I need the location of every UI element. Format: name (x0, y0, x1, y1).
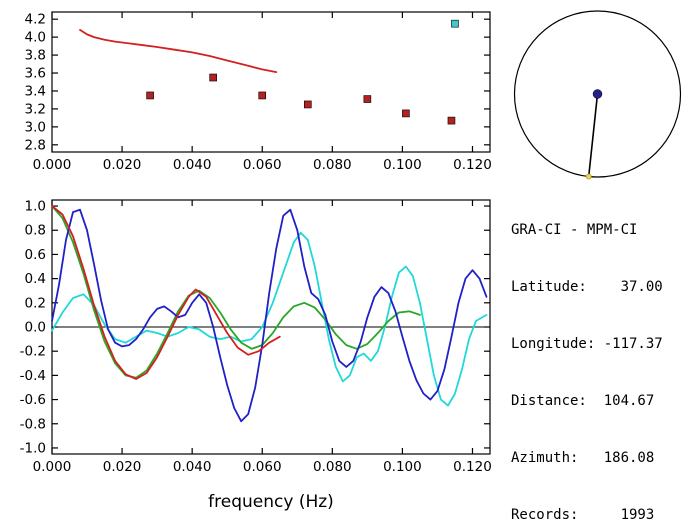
x-tick-label: 0.080 (313, 459, 352, 475)
y-tick-label: 4.2 (25, 12, 46, 28)
y-tick-label: 0.8 (25, 223, 46, 239)
y-tick-label: -0.6 (20, 392, 46, 408)
x-tick-label: 0.080 (313, 157, 352, 173)
station-info-panel: GRA-CI - MPM-CI Latitude: 37.00 Longitud… (511, 183, 663, 519)
x-tick-label: 0.120 (453, 459, 492, 475)
marker-measured-velocity-points (258, 91, 267, 100)
y-tick-label: 3.6 (25, 66, 46, 82)
marker-measured-velocity-points (363, 95, 372, 103)
x-tick-label: 0.060 (243, 157, 282, 173)
marker-measured-velocity-points (303, 100, 312, 109)
info-longitude: Longitude: -117.37 (511, 336, 663, 352)
marker-measured-velocity-points (402, 109, 410, 118)
series-green-correlation-trace (51, 205, 421, 379)
x-tick-label: 0.020 (103, 157, 142, 173)
azimuth-map (513, 10, 682, 180)
y-tick-label: 0.6 (25, 247, 46, 263)
dispersion-velocity-chart: 0.000 0.020 0.040 0.060 0.080 0.100 0.120 2.8 3.… (25, 11, 492, 173)
marker-measured-velocity-points (146, 91, 154, 100)
x-tick-label: 0.000 (33, 157, 72, 173)
y-tick-label: -0.2 (20, 344, 46, 360)
great-circle-path (587, 93, 599, 177)
y-tick-label: 1.0 (25, 199, 46, 215)
marker-measured-velocity-points (209, 73, 217, 82)
x-tick-label: 0.100 (383, 157, 422, 173)
x-tick-label: 0.020 (103, 459, 142, 475)
y-tick-label: 2.8 (25, 137, 46, 153)
info-latitude: Latitude: 37.00 (511, 279, 663, 295)
y-tick-label: 4.0 (25, 30, 46, 46)
x-tick-label: 0.000 (33, 459, 72, 475)
x-tick-label: 0.060 (243, 459, 282, 475)
event-endpoint-dot (585, 173, 592, 180)
x-tick-label: 0.040 (173, 459, 212, 475)
y-tick-label: 3.8 (25, 48, 46, 64)
station-pair-title: GRA-CI - MPM-CI (511, 222, 638, 238)
series-reference-dispersion-curve (79, 28, 278, 73)
x-tick-label: 0.120 (453, 157, 492, 173)
station-dot (592, 89, 603, 99)
series-cyan-correlation-trace (51, 231, 488, 407)
globe-outline (513, 10, 682, 178)
x-tick-label: 0.100 (383, 459, 422, 475)
x-axis-label: frequency (Hz) (208, 492, 334, 512)
y-tick-label: 0.0 (25, 320, 46, 336)
info-distance: Distance: 104.67 (511, 393, 655, 409)
series-blue-correlation-trace (51, 208, 488, 423)
info-azimuth: Azimuth: 186.08 (511, 450, 655, 466)
series-red-correlation-trace (51, 205, 281, 380)
marker-measured-velocity-points (447, 116, 456, 125)
y-tick-label: -0.8 (20, 416, 46, 432)
info-records: Records: 1993 (511, 507, 655, 519)
x-tick-label: 0.040 (173, 157, 212, 173)
marker-selected-point (451, 19, 459, 28)
y-tick-label: 0.2 (25, 295, 46, 311)
plot-frame (51, 11, 491, 153)
y-tick-label: 3.2 (25, 101, 46, 117)
y-tick-label: -0.4 (20, 368, 46, 384)
correlation-spectrum-chart: 0.000 0.020 0.040 0.060 0.080 0.100 0.120 -1.0 -… (20, 199, 492, 512)
y-tick-label: -1.0 (20, 440, 46, 456)
y-tick-label: 0.4 (25, 271, 46, 287)
y-tick-label: 3.0 (25, 119, 46, 135)
y-tick-label: 3.4 (25, 83, 46, 99)
